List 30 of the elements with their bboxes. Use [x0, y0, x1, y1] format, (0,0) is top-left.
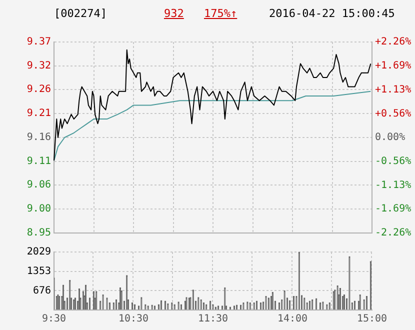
text: [002274] [54, 7, 107, 20]
y2-tick-label: +1.13% [375, 84, 412, 96]
y-tick-label: 8.95 [26, 228, 51, 239]
text: 175%↑ [204, 7, 238, 20]
y-tick-label: 9.26 [26, 84, 51, 96]
y2-tick-label: +2.26% [375, 36, 412, 48]
text: 932 [164, 7, 184, 20]
y2-tick-label: 0.00% [375, 132, 406, 144]
y-tick-label: 9.21 [26, 108, 51, 120]
y-tick-label: 9.32 [26, 60, 51, 72]
y2-tick-label: +0.56% [375, 108, 412, 120]
y-tick-label: 676 [32, 285, 51, 296]
x-tick-label: 14:00 [277, 314, 308, 325]
x-tick-label: 9:30 [42, 314, 66, 325]
y2-tick-label: -1.69% [375, 204, 412, 215]
y-tick-label: 9.06 [26, 180, 51, 191]
text: 2016-04-22 15:00:45 [269, 7, 395, 20]
x-tick-label: 15:00 [356, 314, 388, 325]
y-tick-label: 9.11 [26, 156, 51, 168]
y-tick-label: 9.16 [26, 132, 51, 144]
y-tick-label: 9.00 [26, 204, 51, 215]
y2-tick-label: +1.69% [375, 60, 412, 72]
y2-tick-label: -1.13% [375, 180, 412, 191]
y2-tick-label: -2.26% [375, 228, 412, 239]
x-tick-label: 10:30 [118, 314, 149, 325]
y-tick-label: 1353 [26, 266, 51, 277]
y-tick-label: 9.37 [26, 36, 51, 48]
y-tick-label: 2029 [26, 246, 51, 258]
y2-tick-label: -0.56% [375, 156, 412, 167]
x-tick-label: 11:30 [198, 314, 228, 325]
